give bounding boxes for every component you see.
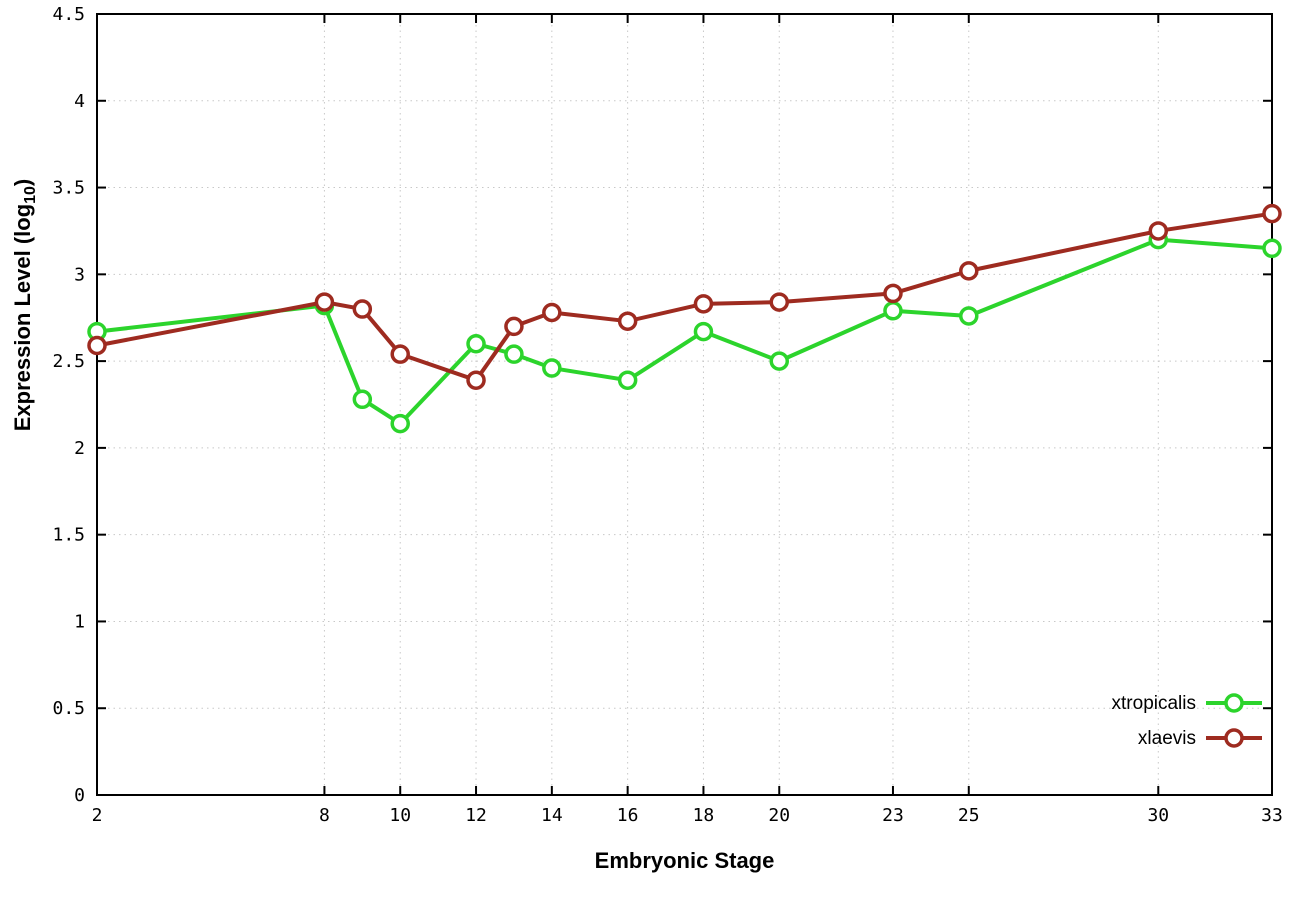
y-axis-title: Expression Level (log10) (10, 179, 39, 432)
data-point-xlaevis (390, 344, 410, 364)
data-point-xlaevis (693, 294, 714, 314)
legend-marker-xtropicalis (1224, 693, 1244, 713)
x-tick-label: 23 (882, 805, 904, 826)
y-tick-label: 2 (74, 438, 85, 459)
y-axis-title-main: Expression Level (log (10, 204, 35, 431)
data-point-xtropicalis (1262, 238, 1282, 259)
data-point-xtropicalis (959, 306, 979, 326)
data-point-xtropicalis (466, 334, 486, 354)
x-tick-label: 10 (389, 805, 411, 826)
data-point-xlaevis (617, 311, 638, 331)
data-point-xtropicalis (542, 358, 562, 378)
x-tick-label: 20 (768, 805, 790, 826)
x-tick-label: 12 (465, 805, 487, 826)
plot-border (96, 13, 1273, 796)
y-tick-label: 0 (74, 785, 85, 806)
x-tick-label: 33 (1261, 805, 1283, 826)
data-point-xlaevis (769, 292, 790, 312)
y-tick-label: 0.5 (52, 698, 85, 719)
x-tick-label: 16 (617, 805, 639, 826)
data-point-xtropicalis (769, 351, 790, 371)
y-tick-label: 3 (74, 264, 85, 285)
data-point-xtropicalis (352, 389, 373, 410)
data-point-xtropicalis (693, 321, 714, 342)
y-tick-label: 2.5 (52, 351, 85, 372)
y-axis-title-subscript: 10 (22, 186, 39, 204)
data-point-xtropicalis (617, 370, 638, 390)
series-line-xlaevis (95, 211, 1274, 383)
x-tick-label: 30 (1147, 805, 1169, 826)
data-point-xlaevis (314, 292, 335, 312)
data-point-xlaevis (466, 370, 486, 390)
data-point-xlaevis (1262, 203, 1282, 224)
legend-label-xlaevis: xlaevis (1138, 728, 1196, 749)
y-tick-label: 4.5 (52, 4, 85, 25)
y-tick-label: 3.5 (52, 178, 85, 199)
data-point-xtropicalis (390, 413, 410, 434)
data-point-xtropicalis (883, 301, 903, 321)
x-tick-label: 18 (693, 805, 715, 826)
data-point-xlaevis (883, 283, 903, 304)
data-point-xlaevis (352, 299, 373, 319)
legend-label-xtropicalis: xtropicalis (1112, 693, 1196, 714)
x-tick-label: 2 (92, 805, 103, 826)
y-tick-label: 4 (74, 91, 85, 112)
y-tick-label: 1.5 (52, 525, 85, 546)
data-point-xtropicalis (504, 344, 524, 364)
data-point-xlaevis (87, 335, 107, 356)
data-point-xlaevis (959, 261, 979, 281)
y-axis-title-close: ) (10, 179, 35, 186)
y-tick-label: 1 (74, 611, 85, 632)
data-point-xlaevis (1148, 221, 1169, 241)
data-point-xlaevis (542, 302, 562, 323)
x-tick-label: 8 (319, 805, 330, 826)
x-tick-label: 25 (958, 805, 980, 826)
x-tick-label: 14 (541, 805, 563, 826)
legend-marker-xlaevis (1224, 728, 1244, 748)
data-point-xlaevis (504, 316, 524, 337)
x-axis-title: Embryonic Stage (595, 848, 775, 873)
